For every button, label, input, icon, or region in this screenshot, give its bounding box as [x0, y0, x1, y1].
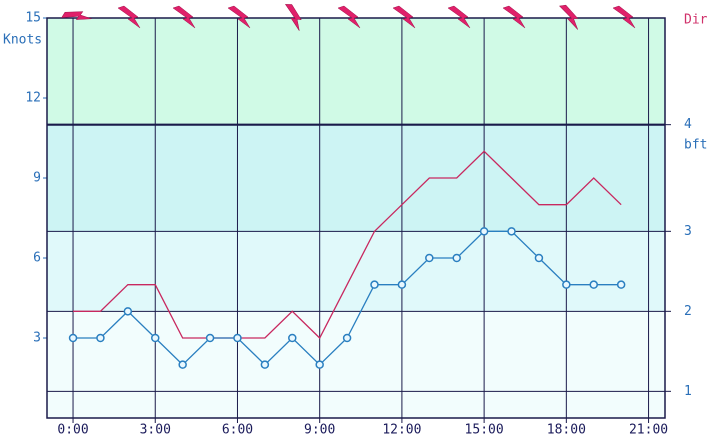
band — [47, 231, 665, 312]
x-tick-label: 9:00 — [304, 423, 335, 438]
line — [73, 150, 622, 340]
y-axis-label: Knots — [3, 33, 42, 48]
point — [562, 280, 571, 289]
point — [507, 227, 516, 236]
band — [47, 18, 665, 125]
y2-tick-label: 1 — [684, 384, 692, 399]
point — [205, 333, 215, 343]
point — [315, 360, 324, 369]
point — [68, 333, 78, 343]
y-tick-label: 6 — [33, 251, 41, 266]
x-tick-label: 18:00 — [547, 423, 586, 438]
point — [288, 333, 297, 343]
band — [47, 124, 665, 232]
point — [260, 360, 270, 369]
plot-border — [46, 17, 666, 419]
x-tick-label: 6:00 — [222, 423, 253, 438]
x-tick-label: 21:00 — [629, 423, 668, 438]
point — [452, 253, 461, 263]
point — [178, 360, 187, 369]
point — [123, 307, 133, 316]
point — [479, 227, 489, 236]
marks — [68, 150, 626, 369]
y-tick-label: 12 — [25, 91, 41, 106]
background — [47, 18, 665, 418]
x-tick-label: 15:00 — [465, 423, 504, 438]
point — [616, 280, 626, 289]
point — [425, 253, 434, 263]
direction-label: Dir — [684, 13, 708, 28]
x-tick-label: 3:00 — [140, 423, 171, 438]
point — [534, 253, 544, 263]
y-tick-label: 9 — [33, 171, 41, 186]
y2-axis-label: bft — [684, 138, 707, 153]
y2-tick-label: 3 — [684, 224, 692, 239]
point — [342, 333, 352, 343]
x-tick-label: 12:00 — [382, 423, 421, 438]
x-tick-label: 0:00 — [57, 423, 88, 438]
point — [370, 280, 379, 289]
point — [96, 333, 105, 343]
point — [151, 333, 160, 343]
band — [47, 391, 665, 418]
band — [47, 311, 665, 392]
point — [589, 280, 598, 289]
y2-tick-label: 2 — [684, 304, 692, 319]
y-tick-label: 3 — [33, 331, 41, 346]
y-tick-label: 15 — [25, 11, 41, 26]
y2-tick-label: 4 — [684, 117, 692, 132]
point — [397, 280, 407, 289]
point — [233, 333, 242, 343]
grid — [43, 17, 671, 423]
